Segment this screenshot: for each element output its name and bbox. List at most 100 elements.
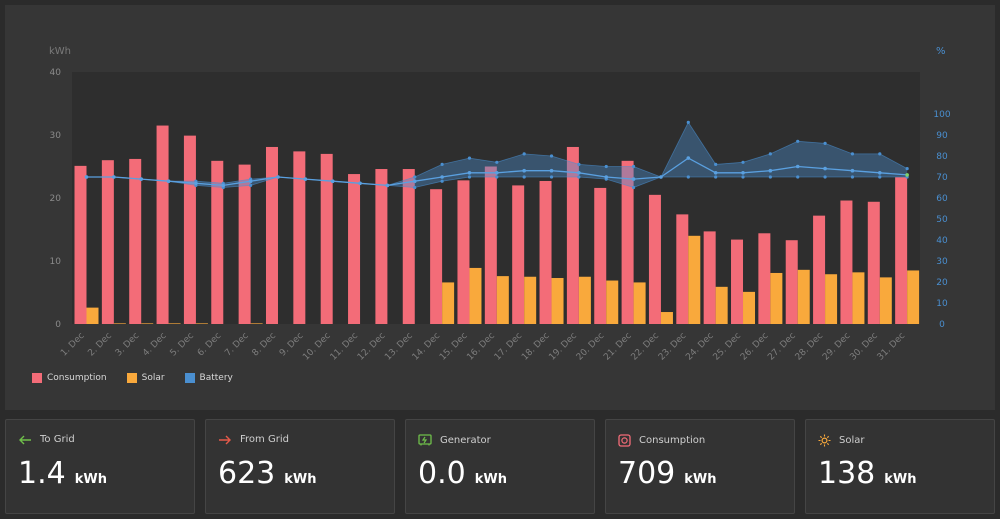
bar-solar[interactable] (633, 282, 646, 324)
stat-unit: kWh (684, 472, 717, 487)
bar-consumption[interactable] (183, 135, 196, 324)
bar-solar[interactable] (551, 278, 564, 324)
bar-solar[interactable] (770, 272, 783, 324)
battery-point[interactable] (741, 171, 745, 175)
legend-item-solar[interactable]: Solar (126, 373, 165, 383)
bar-solar[interactable] (250, 323, 263, 324)
battery-point[interactable] (713, 171, 718, 175)
bar-consumption[interactable] (867, 201, 880, 324)
battery-point[interactable] (112, 175, 116, 179)
x-tick-label: 2. Dec (86, 331, 114, 359)
bar-consumption[interactable] (785, 240, 798, 324)
bar-solar[interactable] (688, 235, 701, 324)
bar-consumption[interactable] (731, 239, 744, 324)
battery-point[interactable] (330, 179, 335, 183)
battery-point[interactable] (577, 171, 581, 175)
battery-point[interactable] (549, 168, 554, 173)
battery-point[interactable] (467, 171, 472, 175)
battery-point[interactable] (850, 168, 855, 173)
battery-point[interactable] (139, 177, 144, 181)
bar-consumption[interactable] (293, 151, 306, 324)
bar-solar[interactable] (168, 323, 181, 324)
stat-card-solar[interactable]: Solar 138 kWh (805, 419, 995, 514)
bar-consumption[interactable] (348, 174, 361, 324)
bar-consumption[interactable] (840, 200, 853, 324)
bar-solar[interactable] (113, 323, 126, 324)
bar-consumption[interactable] (129, 158, 142, 324)
bar-consumption[interactable] (320, 153, 333, 324)
battery-point[interactable] (276, 175, 280, 179)
stat-card-to-grid[interactable]: To Grid 1.4 kWh (5, 419, 195, 514)
battery-point[interactable] (84, 175, 89, 179)
bar-consumption[interactable] (512, 185, 525, 324)
bar-consumption[interactable] (238, 164, 251, 324)
battery-point[interactable] (412, 179, 417, 183)
bar-consumption[interactable] (375, 169, 388, 324)
bar-solar[interactable] (715, 286, 728, 324)
bar-consumption[interactable] (457, 180, 470, 324)
stat-card-generator[interactable]: Generator 0.0 kWh (405, 419, 595, 514)
bar-solar[interactable] (660, 312, 673, 324)
bar-solar[interactable] (524, 276, 537, 324)
bar-solar[interactable] (879, 277, 892, 324)
bar-consumption[interactable] (402, 169, 415, 324)
legend-item-consumption[interactable]: Consumption (32, 373, 107, 383)
bar-solar[interactable] (86, 307, 99, 324)
battery-min-point (413, 185, 417, 190)
bar-consumption[interactable] (703, 231, 716, 324)
right-tick-label: 100 (933, 110, 950, 120)
battery-point[interactable] (686, 156, 691, 160)
bar-solar[interactable] (606, 280, 619, 324)
stat-card-consumption[interactable]: Consumption 709 kWh (605, 419, 795, 514)
battery-point[interactable] (659, 175, 663, 179)
bar-solar[interactable] (141, 323, 154, 324)
battery-point[interactable] (877, 171, 882, 175)
battery-point[interactable] (795, 164, 800, 169)
stat-value: 709 (618, 456, 676, 491)
bar-consumption[interactable] (156, 125, 169, 324)
bar-consumption[interactable] (566, 146, 579, 324)
bar-solar[interactable] (469, 267, 482, 324)
bar-solar[interactable] (442, 282, 455, 324)
battery-point[interactable] (166, 179, 171, 183)
bar-consumption[interactable] (484, 166, 497, 325)
battery-point[interactable] (522, 168, 526, 173)
battery-point[interactable] (248, 179, 253, 183)
battery-point[interactable] (358, 181, 362, 186)
bar-consumption[interactable] (813, 215, 826, 324)
bar-solar[interactable] (496, 276, 509, 324)
bar-consumption[interactable] (594, 187, 607, 324)
battery-point[interactable] (194, 181, 198, 186)
bar-solar[interactable] (852, 272, 865, 324)
battery-point[interactable] (385, 183, 390, 188)
battery-point[interactable] (221, 183, 226, 188)
bar-consumption[interactable] (74, 165, 87, 324)
bar-consumption[interactable] (265, 146, 278, 324)
bar-solar[interactable] (825, 274, 838, 324)
bar-consumption[interactable] (676, 214, 689, 324)
bar-solar[interactable] (743, 291, 756, 324)
battery-point[interactable] (631, 177, 636, 181)
legend-swatch-consumption (32, 373, 42, 383)
battery-point[interactable] (768, 168, 773, 173)
bar-solar[interactable] (797, 269, 810, 324)
battery-point[interactable] (604, 175, 609, 179)
bar-consumption[interactable] (430, 189, 443, 324)
battery-point[interactable] (303, 177, 308, 181)
bar-consumption[interactable] (648, 194, 661, 324)
bar-consumption[interactable] (895, 177, 908, 324)
bar-solar[interactable] (195, 323, 208, 324)
stat-card-from-grid[interactable]: From Grid 623 kWh (205, 419, 395, 514)
bar-consumption[interactable] (758, 233, 771, 324)
bar-consumption[interactable] (539, 180, 552, 324)
bar-consumption[interactable] (211, 160, 224, 324)
bar-consumption[interactable] (621, 160, 634, 324)
battery-point[interactable] (823, 166, 827, 171)
bar-solar[interactable] (578, 276, 591, 324)
battery-point[interactable] (440, 175, 444, 179)
battery-point[interactable] (905, 173, 909, 177)
bar-solar[interactable] (907, 270, 920, 324)
battery-point[interactable] (495, 171, 499, 175)
legend-item-battery[interactable]: Battery (184, 373, 233, 383)
bar-consumption[interactable] (101, 160, 114, 324)
